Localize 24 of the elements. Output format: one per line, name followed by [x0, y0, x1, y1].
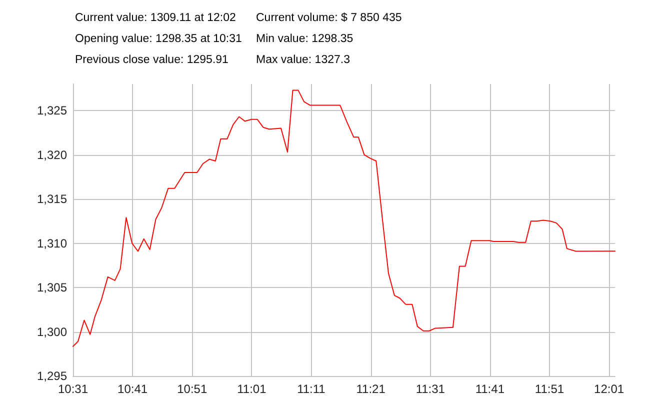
x-tick-label: 10:31 — [58, 382, 88, 396]
y-tick-label: 1,315 — [36, 192, 68, 206]
line-series — [72, 90, 616, 347]
text: Max value: 1327.3 — [256, 54, 350, 66]
x-tick-label: 12:01 — [594, 382, 624, 396]
x-tick-label: 11:51 — [534, 382, 564, 396]
x-tick-label: 10:41 — [118, 382, 148, 396]
y-tick-label: 1,325 — [36, 104, 68, 118]
y-tick-label: 1,320 — [36, 148, 68, 162]
text: Previous close value: 1295.91 — [75, 54, 228, 66]
x-tick-label: 11:21 — [356, 382, 386, 396]
text: Min value: 1298.35 — [256, 33, 354, 45]
y-tick-label: 1,310 — [36, 236, 68, 250]
y-tick-label: 1,300 — [36, 324, 68, 339]
text: Opening value: 1298.35 at 10:31 — [75, 33, 242, 45]
y-tick-label: 1,295 — [36, 369, 68, 383]
x-tick-label: 11:41 — [475, 382, 505, 396]
x-tick-label: 11:31 — [416, 382, 446, 396]
x-tick-label: 11:11 — [297, 382, 326, 396]
text: Current volume: $ 7 850 435 — [256, 12, 402, 24]
x-tick-label: 11:01 — [237, 382, 267, 396]
y-tick-label: 1,305 — [36, 280, 68, 295]
text: Current value: 1309.11 at 12:02 — [75, 12, 236, 24]
x-tick-label: 10:51 — [177, 382, 208, 396]
